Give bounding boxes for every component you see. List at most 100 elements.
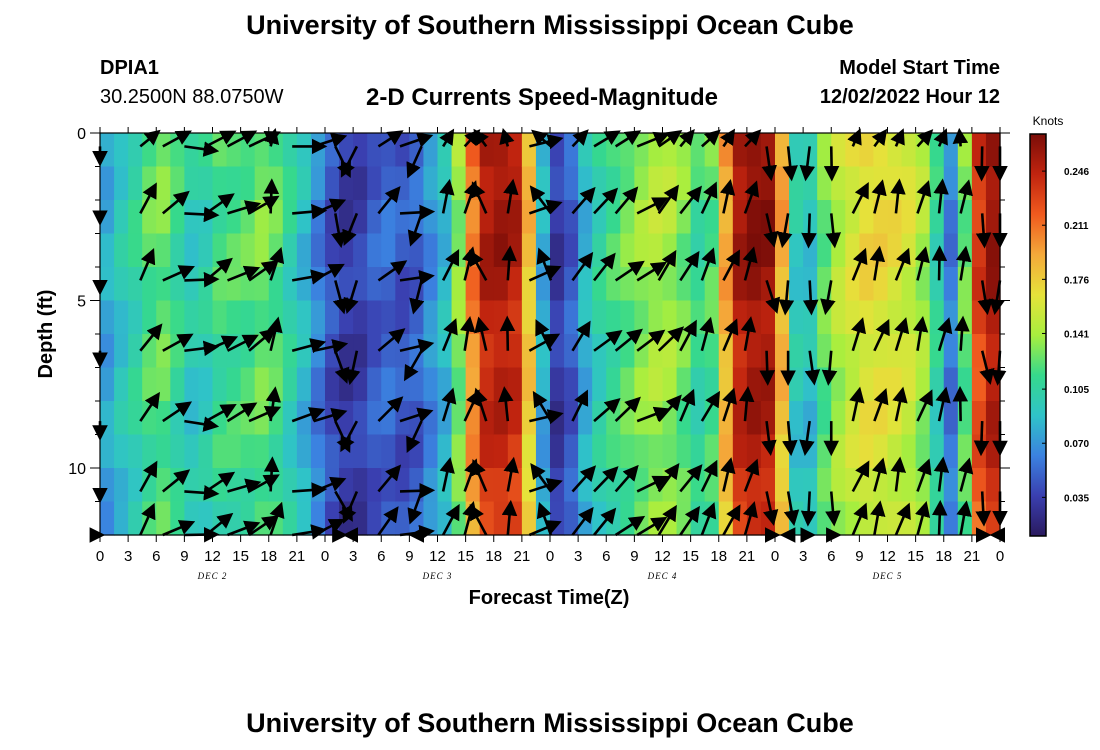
- current-vector: [529, 185, 552, 215]
- heatmap-cell: [226, 468, 242, 503]
- heatmap-cell: [859, 300, 875, 335]
- heatmap-cell: [142, 200, 157, 235]
- current-vector: [759, 350, 776, 386]
- heatmap-cell: [901, 133, 917, 168]
- heatmap-cell: [226, 200, 242, 235]
- heatmap-cell: [128, 367, 143, 402]
- heatmap-cell: [296, 334, 312, 369]
- current-vector: [700, 459, 718, 493]
- current-vector: [894, 502, 911, 536]
- colorbar-tick-label: 0.246: [1064, 167, 1089, 178]
- heatmap-cell: [606, 468, 621, 503]
- current-vector: [614, 464, 639, 493]
- current-vector: [571, 129, 589, 148]
- current-vector: [593, 130, 621, 148]
- heatmap-cell: [690, 468, 706, 503]
- heatmap-cell: [367, 200, 382, 235]
- current-vector: [471, 459, 488, 492]
- heatmap-cell: [437, 166, 453, 201]
- current-vector: [763, 491, 779, 526]
- current-vector: [957, 179, 973, 214]
- heatmap-cell: [550, 434, 565, 469]
- heatmap-cell: [564, 367, 579, 402]
- current-vector: [658, 130, 683, 148]
- heatmap-cell: [957, 233, 973, 268]
- heatmap-cell: [592, 233, 607, 268]
- current-vector: [227, 200, 262, 216]
- current-vector: [979, 350, 995, 385]
- current-vector: [914, 246, 930, 281]
- heatmap-cell: [451, 334, 467, 369]
- heatmap-cell: [732, 367, 748, 402]
- heatmap-cell: [971, 434, 987, 469]
- heatmap-cell: [451, 367, 467, 402]
- page-title-repeat: University of Southern Mississippi Ocean…: [246, 708, 854, 738]
- heatmap-cell: [789, 434, 804, 469]
- heatmap-cell: [690, 200, 706, 235]
- heatmap-cell: [732, 300, 748, 335]
- heatmap-cell: [325, 166, 340, 201]
- heatmap-cell: [156, 501, 171, 536]
- current-vector: [973, 421, 990, 457]
- heatmap-cell: [887, 501, 903, 536]
- current-vector: [269, 246, 285, 281]
- heatmap-cell: [971, 468, 987, 503]
- heatmap-cell: [381, 434, 396, 469]
- heatmap-cell: [507, 200, 523, 235]
- heatmap-cell: [690, 133, 706, 168]
- heatmap-cell: [100, 267, 115, 302]
- heatmap-cell: [451, 233, 467, 268]
- heatmap-cell: [479, 501, 495, 536]
- current-vector: [528, 265, 562, 282]
- heatmap-cell: [718, 233, 734, 268]
- heatmap-cell: [943, 501, 959, 536]
- current-vector: [184, 141, 220, 157]
- heatmap-cell: [634, 200, 650, 235]
- colorbar-tick-label: 0.176: [1064, 275, 1089, 286]
- current-vector: [636, 197, 669, 215]
- heatmap-cell: [465, 434, 481, 469]
- current-vector: [820, 280, 836, 316]
- heatmap-cell: [437, 200, 453, 235]
- heatmap-cell: [732, 334, 748, 369]
- heatmap-cell: [142, 267, 157, 302]
- x-tick-label: 15: [907, 548, 924, 565]
- heatmap-cell: [395, 300, 410, 335]
- x-tick-label: 21: [289, 548, 306, 565]
- heatmap-cell: [296, 434, 312, 469]
- heatmap-cell: [789, 401, 804, 436]
- heatmap-cell: [198, 334, 214, 369]
- current-vector: [916, 129, 934, 148]
- heatmap-cell: [789, 468, 804, 503]
- heatmap-cell: [789, 367, 804, 402]
- current-vector: [571, 506, 594, 536]
- current-vector: [498, 386, 514, 422]
- heatmap-cell: [662, 300, 678, 335]
- heatmap-cell: [929, 200, 945, 235]
- x-tick-label: 12: [654, 548, 671, 565]
- current-vector: [821, 350, 838, 386]
- heatmap-cell: [268, 133, 284, 168]
- heatmap-cell: [831, 267, 846, 302]
- current-vector: [399, 204, 436, 221]
- current-vector: [851, 460, 870, 493]
- model-start-value: 12/02/2022 Hour 12: [819, 86, 1000, 108]
- heatmap-cell: [170, 300, 185, 335]
- heatmap-cell: [451, 200, 467, 235]
- heatmap-cell: [310, 233, 326, 268]
- heatmap-cell: [592, 133, 607, 168]
- heatmap-cell: [803, 367, 818, 402]
- heatmap-cell: [128, 267, 143, 302]
- heatmap-cell: [606, 166, 621, 201]
- heatmap-cell: [929, 233, 945, 268]
- current-vector: [441, 249, 460, 281]
- heatmap-cell: [212, 367, 228, 402]
- heatmap-cell: [915, 133, 931, 168]
- heatmap-cell: [353, 200, 368, 235]
- current-vector: [657, 249, 677, 282]
- heatmap-cell: [564, 300, 579, 335]
- heatmap-cell: [985, 300, 1001, 335]
- current-vector: [894, 317, 910, 352]
- heatmap-cell: [268, 367, 284, 402]
- heatmap-cell: [746, 200, 762, 235]
